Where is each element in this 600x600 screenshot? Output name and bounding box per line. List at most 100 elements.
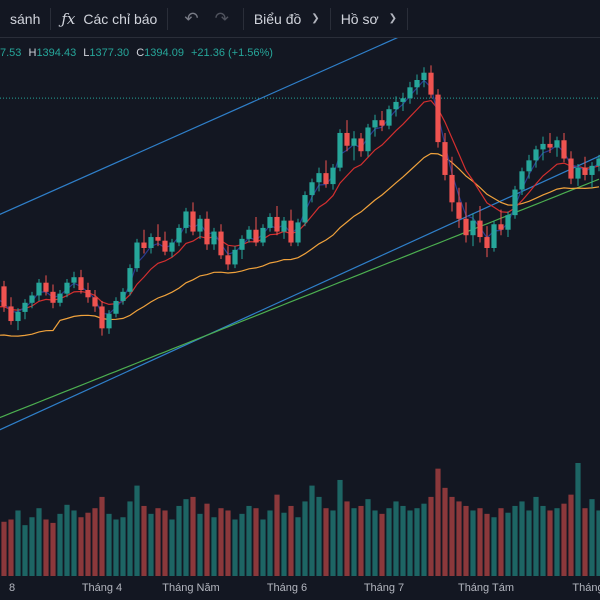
volume-bar — [274, 494, 280, 576]
candle-body — [162, 240, 168, 252]
volume-bar — [288, 505, 294, 576]
volume-bar — [414, 508, 420, 576]
toolbar-divider — [407, 7, 409, 30]
candle-body — [57, 293, 63, 303]
volume-bar — [99, 496, 105, 576]
volume-bar — [596, 510, 600, 576]
volume-bar — [260, 519, 266, 576]
candle-body — [36, 282, 42, 296]
volume-bar — [211, 517, 217, 576]
volume-bar — [225, 510, 231, 576]
volume-bar — [477, 508, 483, 576]
volume-bar — [323, 508, 329, 576]
candle-body — [554, 140, 560, 148]
candle-body — [225, 255, 231, 265]
profile-button[interactable]: Hồ sơ ❯ — [331, 0, 407, 37]
volume-bar — [316, 496, 322, 576]
candle-body — [435, 94, 441, 143]
volume-bar — [554, 508, 560, 576]
candle-body — [190, 211, 196, 232]
volume-bar — [218, 508, 224, 576]
price-chart[interactable]: 8 Tháng 4 Tháng Năm Tháng 6 Tháng 7 Tháng Tám… — [0, 38, 600, 600]
chevron-down-icon: ❯ — [388, 13, 398, 24]
volume-bar — [491, 517, 497, 576]
profile-label: Hồ sơ — [340, 10, 379, 27]
indicators-button[interactable]: ƒx Các chỉ báo — [51, 0, 167, 37]
volume-bar — [337, 479, 343, 576]
candle-body — [589, 165, 595, 175]
candle-body — [337, 132, 343, 168]
candle-body — [491, 224, 497, 248]
volume-bar — [85, 512, 91, 576]
volume-bar — [575, 463, 581, 576]
top-toolbar: sánh ƒx Các chỉ báo ↶ ↷ Biểu đồ ❯ Hồ sơ … — [0, 0, 600, 38]
volume-bar — [232, 519, 238, 576]
volume-bar — [351, 508, 357, 576]
candle-body — [22, 302, 28, 312]
candle-body — [260, 227, 266, 243]
candle-body — [386, 109, 392, 126]
undo-button[interactable]: ↶ — [168, 0, 208, 37]
candle-body — [449, 174, 455, 203]
candle-body — [309, 182, 315, 196]
volume-bar — [50, 522, 56, 576]
candle-body — [155, 237, 161, 241]
volume-bar — [547, 510, 553, 576]
volume-bar — [120, 517, 126, 576]
chevron-down-icon: ❯ — [311, 13, 320, 24]
candle-body — [106, 313, 112, 329]
candle-body — [498, 224, 504, 230]
volume-bar — [358, 505, 364, 576]
x-axis-tick-label: 8 — [9, 582, 15, 594]
candle-body — [456, 202, 462, 219]
volume-bar — [456, 501, 462, 576]
volume-bar — [43, 519, 49, 576]
volume-bar — [246, 505, 252, 576]
volume-bar — [1, 521, 7, 576]
chart-type-button[interactable]: Biểu đồ ❯ — [244, 0, 330, 37]
candle-body — [540, 143, 546, 150]
high-key: H — [28, 47, 37, 59]
candle-body — [428, 72, 434, 95]
volume-bar — [386, 508, 392, 576]
volume-bar — [8, 519, 14, 576]
redo-arrow-icon: ↷ — [214, 8, 229, 28]
candle-body — [316, 173, 322, 183]
candle-body — [253, 229, 259, 243]
x-axis-tick-label: Tháng Tám — [458, 582, 514, 594]
chart-type-label: Biểu đồ — [253, 10, 302, 27]
close-value: 1394.09 — [144, 47, 184, 59]
toolbar-divider — [329, 7, 331, 30]
candle-body — [64, 282, 70, 294]
candle-body — [134, 242, 140, 269]
redo-button[interactable]: ↷ — [209, 0, 243, 37]
ma-slow-line — [0, 178, 600, 419]
candle-body — [323, 173, 329, 185]
volume-bar — [330, 510, 336, 576]
candle-body — [274, 216, 280, 232]
function-fx-icon: ƒx — [61, 9, 76, 28]
candle-body — [15, 311, 21, 322]
candle-body — [239, 238, 245, 250]
volume-bar — [183, 499, 189, 576]
compare-button[interactable]: sánh — [0, 0, 50, 37]
candle-body — [442, 142, 448, 175]
volume-bar — [295, 517, 301, 576]
volume-bar — [141, 505, 147, 576]
candle-body — [141, 242, 147, 248]
candle-body — [176, 227, 182, 243]
candle-body — [211, 231, 217, 245]
volume-bar — [393, 501, 399, 576]
volume-bar — [407, 510, 413, 576]
volume-bar — [561, 503, 567, 576]
change-value: +21.36 — [191, 47, 225, 59]
candle-body — [92, 297, 98, 307]
candle-body — [246, 229, 252, 239]
open-value: 7.53 — [0, 47, 22, 59]
volume-bar — [106, 513, 112, 576]
candle-body — [71, 277, 77, 283]
close-key: C — [136, 47, 145, 59]
volume-bar — [512, 505, 518, 576]
candle-body — [183, 211, 189, 228]
candle-body — [218, 231, 224, 256]
